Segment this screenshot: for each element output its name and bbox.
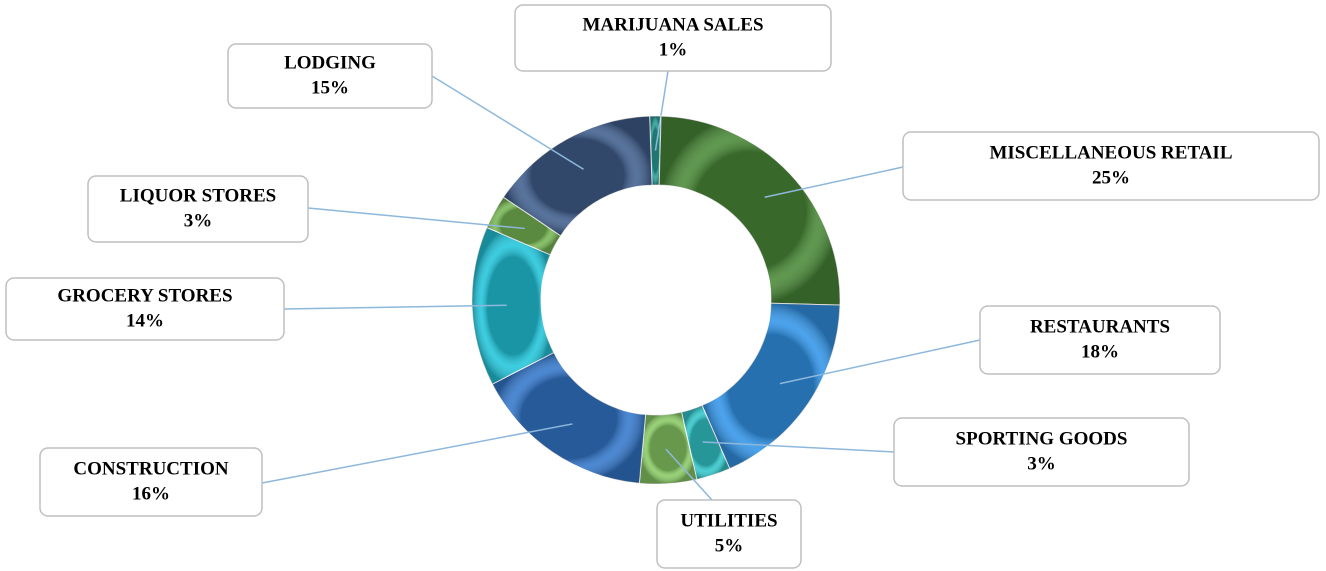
slice: [658, 115, 841, 306]
leader-line: [283, 304, 507, 310]
label-box: [902, 131, 1320, 201]
value-label: 14%: [126, 310, 164, 331]
label-box: [514, 4, 832, 72]
category-label: SPORTING GOODS: [956, 428, 1128, 449]
category-label: MISCELLANEOUS RETAIL: [989, 142, 1232, 163]
label-box: [87, 175, 309, 243]
category-label: LIQUOR STORES: [120, 185, 276, 206]
value-label: 1%: [659, 39, 688, 60]
label-box: [979, 305, 1221, 375]
label-box: [656, 499, 802, 569]
value-label: 3%: [184, 210, 213, 231]
category-label: CONSTRUCTION: [73, 458, 228, 479]
leader-line: [702, 441, 895, 453]
leader-line: [654, 70, 669, 151]
leader-line: [307, 207, 525, 230]
leader-line: [779, 339, 981, 385]
category-label: UTILITIES: [680, 510, 777, 531]
value-label: 18%: [1081, 341, 1119, 362]
label-box: [227, 43, 433, 109]
label-box: [39, 447, 263, 517]
leader-line: [764, 166, 904, 199]
label-box: [5, 277, 285, 341]
value-label: 25%: [1092, 167, 1130, 188]
category-label: MARIJUANA SALES: [582, 14, 763, 35]
leader-line: [665, 448, 713, 501]
category-label: RESTAURANTS: [1030, 316, 1170, 337]
value-label: 16%: [132, 483, 170, 504]
leader-line: [431, 75, 584, 170]
leader-line: [261, 423, 573, 484]
value-label: 3%: [1027, 453, 1056, 474]
category-label: GROCERY STORES: [57, 285, 232, 306]
value-label: 15%: [311, 77, 349, 98]
value-label: 5%: [715, 535, 744, 556]
category-label: LODGING: [284, 52, 376, 73]
label-box: [893, 417, 1190, 487]
